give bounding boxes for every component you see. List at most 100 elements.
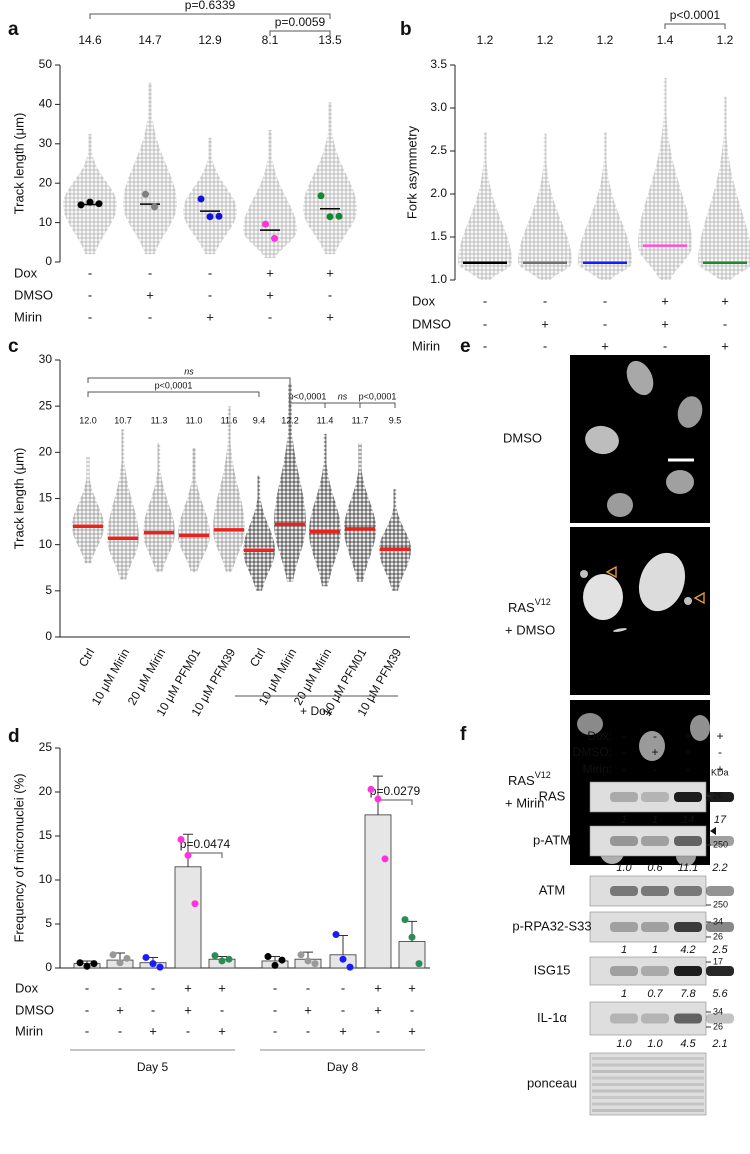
marker-label: 26 [713, 931, 723, 941]
nucleus [583, 574, 623, 620]
quantification: 4.5 [680, 1038, 696, 1050]
band [674, 836, 702, 846]
replicate-dot [311, 960, 319, 968]
quantification: 2.5 [711, 944, 728, 956]
replicate-dot [218, 957, 226, 965]
nucleus [684, 597, 692, 605]
row-label: ponceau [527, 1075, 577, 1090]
mean-label: 8.1 [262, 33, 279, 47]
condition-sign: - [208, 287, 212, 302]
replicate-dot [177, 836, 185, 844]
condition-sign: - [186, 1023, 190, 1038]
replicate-dot [86, 198, 94, 206]
replicate-dot [206, 213, 214, 221]
condition-sign: - [118, 1023, 122, 1038]
arrowhead [693, 591, 705, 605]
nucleus [690, 715, 710, 741]
bar [174, 866, 202, 969]
y-tick-label: 10 [39, 215, 53, 229]
swarm [178, 447, 210, 573]
mean-label: 12.9 [198, 33, 222, 47]
nucleus [639, 731, 665, 761]
header-name: Mirin: [583, 762, 612, 776]
condition-name: Mirin [14, 309, 42, 324]
x-tick-label: Ctrl [247, 646, 268, 669]
ponceau-band [592, 1089, 704, 1093]
mean-label: 1.2 [537, 33, 554, 47]
replicate-dot [278, 956, 286, 964]
y-tick-label: 30 [39, 352, 53, 366]
condition-sign: - [220, 1002, 224, 1017]
condition-sign: - [603, 316, 607, 331]
y-tick-label: 0 [45, 629, 52, 643]
band [641, 792, 669, 802]
header-sign: - [686, 762, 690, 776]
y-tick-label: 15 [39, 491, 53, 505]
y-tick-label: 30 [39, 136, 53, 150]
condition-name: DMSO [412, 316, 451, 331]
group-label: + Dox [300, 704, 332, 718]
panel-letter: a [8, 19, 19, 40]
y-tick-label: 40 [39, 97, 53, 111]
band [641, 1013, 669, 1024]
mean-label: 1.2 [477, 33, 494, 47]
swarm [458, 132, 512, 280]
band [610, 886, 638, 896]
condition-sign: - [328, 287, 332, 302]
replicate-dot [142, 190, 149, 198]
replicate-dot [191, 900, 199, 908]
header-sign: + [684, 729, 691, 743]
band [706, 792, 734, 802]
replicate-dot [142, 953, 150, 961]
ponceau-band [592, 1083, 704, 1086]
condition-sign: + [116, 1002, 124, 1017]
image-label: RASV12 [508, 597, 551, 615]
condition-sign: - [341, 980, 345, 995]
condition-sign: + [184, 980, 192, 995]
replicate-dot [197, 195, 205, 203]
replicate-dot [149, 960, 157, 968]
image-label-main: RAS [508, 600, 535, 615]
band [706, 886, 734, 896]
band [610, 966, 638, 976]
quantification: 0.7 [647, 988, 663, 1000]
mean-label: 1.2 [597, 33, 614, 47]
header-sign: + [651, 745, 658, 759]
swarm [107, 429, 139, 580]
y-axis-label: Track length (μm) [11, 448, 26, 550]
header-name: DMSO: [573, 745, 612, 759]
replicate-dot [381, 855, 389, 863]
condition-sign: + [339, 1023, 347, 1038]
kda-label: KDa [711, 767, 729, 777]
nucleus [580, 570, 588, 578]
condition-sign: + [304, 1002, 312, 1017]
band [674, 966, 702, 976]
swarm [274, 383, 306, 582]
quantification: 7.8 [680, 988, 696, 1000]
condition-sign: - [483, 316, 487, 331]
error-bar [338, 934, 348, 955]
condition-sign: + [721, 293, 729, 308]
condition-sign: - [273, 1002, 277, 1017]
comparison-label: p=0.0059 [275, 15, 326, 29]
condition-sign: + [721, 338, 729, 353]
mean-label: 11.7 [352, 415, 369, 425]
swarm [578, 132, 632, 280]
quantification: 1.0 [647, 1038, 663, 1050]
replicate-dot [332, 931, 340, 939]
quantification: 1.0 [616, 862, 632, 874]
quantification: 11.1 [678, 862, 699, 874]
image-label-sup: V12 [535, 770, 551, 780]
comparison-bracket [87, 391, 260, 397]
condition-sign: + [408, 980, 416, 995]
replicate-dot [262, 220, 269, 228]
replicate-dot [271, 234, 278, 242]
replicate-dot [83, 962, 91, 970]
condition-sign: - [483, 338, 487, 353]
header-name: Dox: [587, 729, 612, 743]
ponceau-band [592, 1057, 704, 1060]
condition-sign: - [723, 316, 727, 331]
condition-sign: + [326, 265, 334, 280]
swarm [143, 443, 175, 573]
image-label-sup: V12 [535, 597, 551, 607]
